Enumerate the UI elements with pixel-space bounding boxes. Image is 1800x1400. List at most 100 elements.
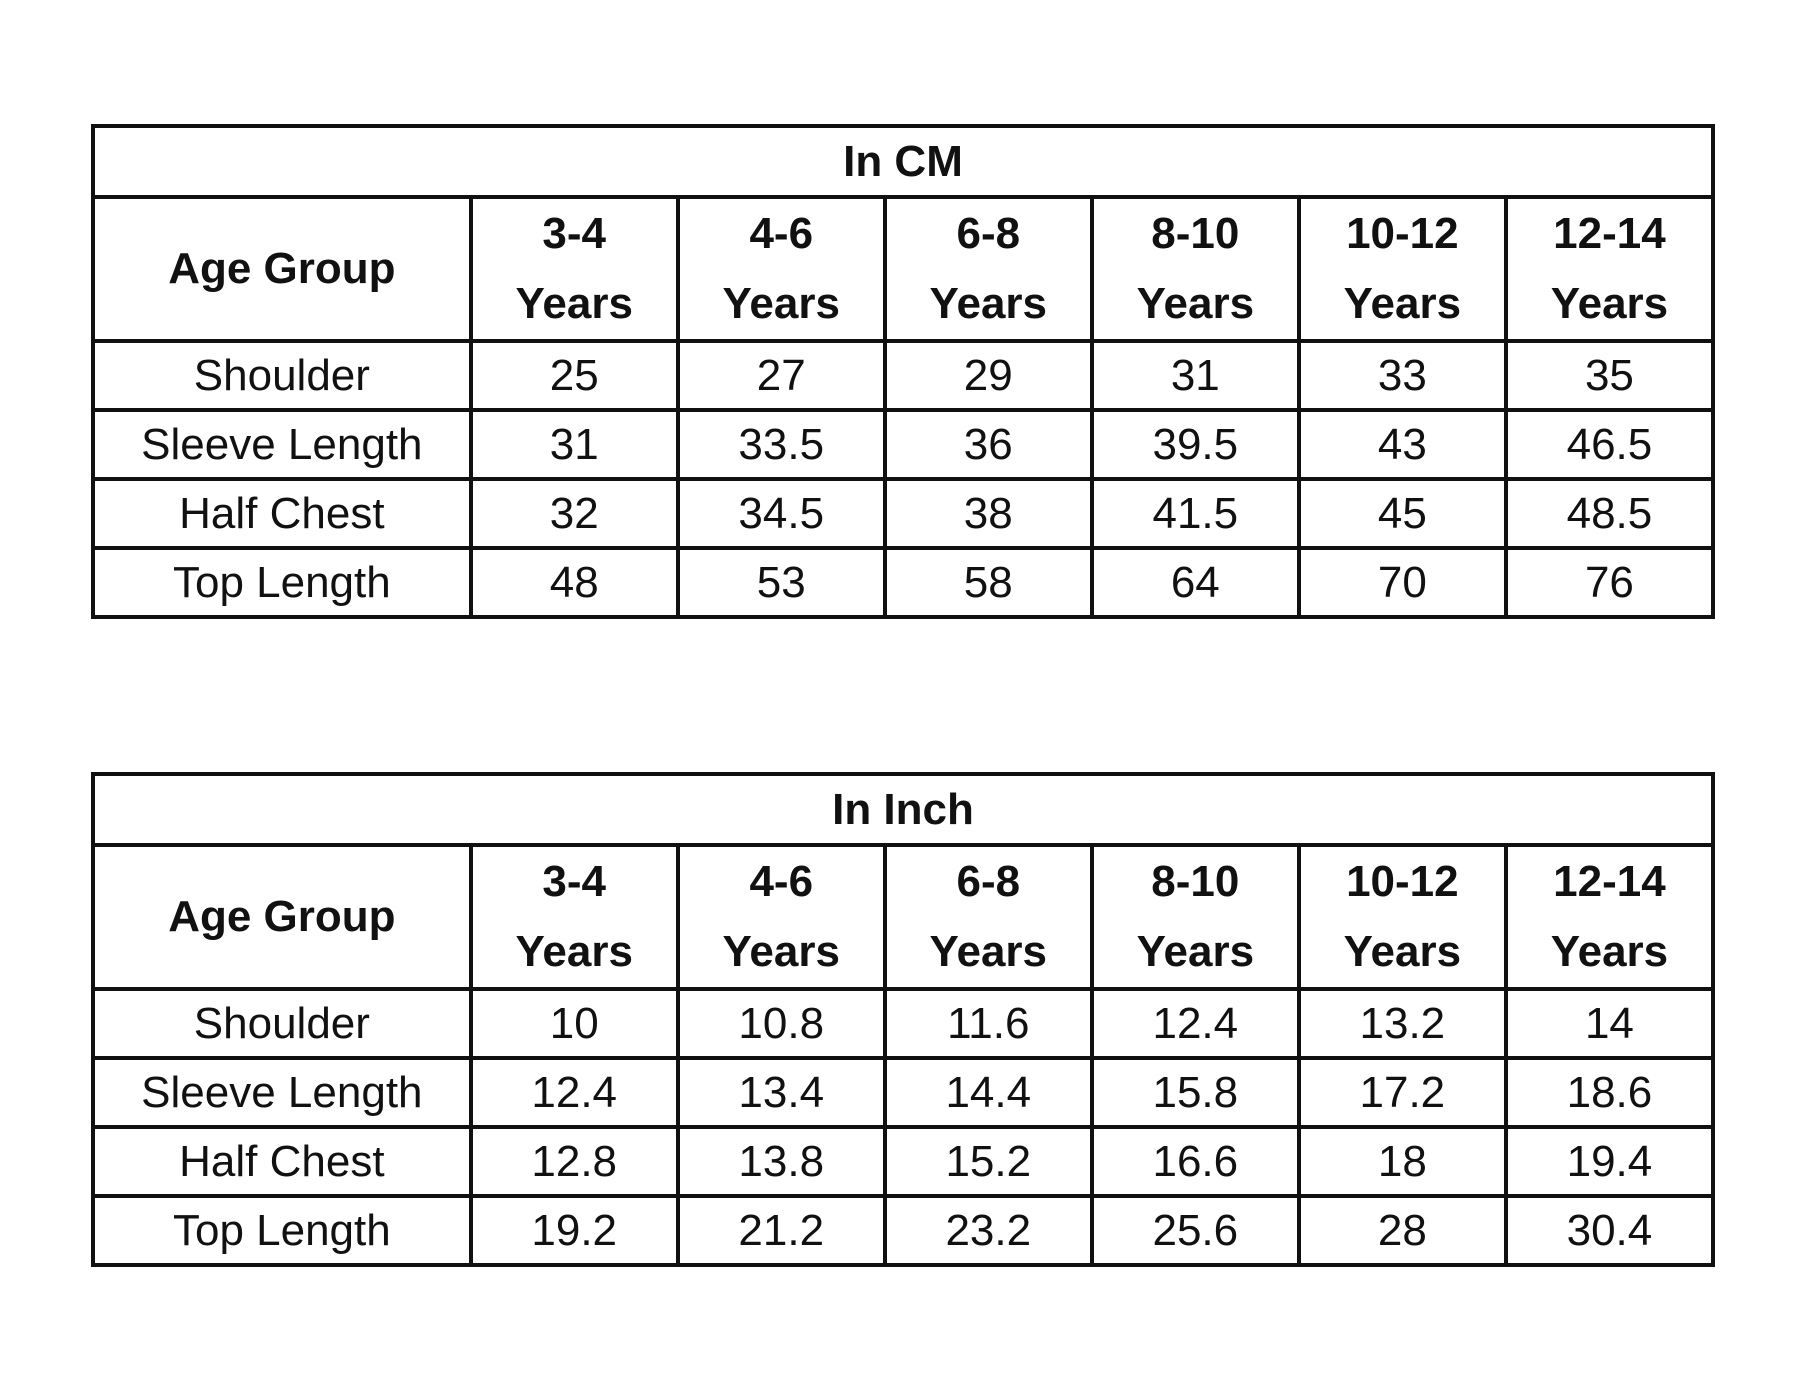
value-cell: 21.2 xyxy=(675,1194,887,1267)
value-cell: 19.4 xyxy=(1503,1125,1716,1198)
age-unit: Years xyxy=(722,279,840,328)
age-unit: Years xyxy=(1343,279,1462,328)
age-range: 4-6 xyxy=(749,857,814,906)
table-row: Half Chest 32 34.5 38 41.5 45 48.5 xyxy=(91,477,1716,550)
row-label: Shoulder xyxy=(91,987,473,1060)
table-row: Sleeve Length 12.4 13.4 14.4 15.8 17.2 1… xyxy=(91,1056,1716,1129)
value-cell: 34.5 xyxy=(675,477,887,550)
age-range: 12-14 xyxy=(1553,857,1666,906)
value-cell: 10.8 xyxy=(675,987,887,1060)
value-cell: 28 xyxy=(1296,1194,1508,1267)
value-cell: 39.5 xyxy=(1089,408,1301,481)
age-range: 6-8 xyxy=(956,857,1021,906)
value-cell: 45 xyxy=(1296,477,1508,550)
value-cell: 64 xyxy=(1089,546,1301,619)
value-cell: 15.2 xyxy=(882,1125,1094,1198)
value-cell: 12.4 xyxy=(468,1056,680,1129)
table-row: Top Length 48 53 58 64 70 76 xyxy=(91,546,1716,619)
value-cell: 29 xyxy=(882,339,1094,412)
size-table-cm: In CM Age Group 3-4 Years 4-6 Years 6-8 Yea… xyxy=(91,124,1716,619)
row-label: Half Chest xyxy=(91,477,473,550)
age-column-header: 3-4 Years xyxy=(468,195,680,343)
value-cell: 31 xyxy=(468,408,680,481)
value-cell: 31 xyxy=(1089,339,1301,412)
age-range: 3-4 xyxy=(542,209,607,258)
value-cell: 17.2 xyxy=(1296,1056,1508,1129)
row-label: Top Length xyxy=(91,546,473,619)
table-title: In CM xyxy=(91,124,1715,199)
value-cell: 36 xyxy=(882,408,1094,481)
age-group-header: Age Group xyxy=(91,195,473,343)
value-cell: 48.5 xyxy=(1503,477,1716,550)
row-label: Shoulder xyxy=(91,339,473,412)
age-unit: Years xyxy=(1550,279,1669,328)
value-cell: 12.4 xyxy=(1089,987,1301,1060)
value-cell: 46.5 xyxy=(1503,408,1716,481)
value-cell: 70 xyxy=(1296,546,1508,619)
value-cell: 58 xyxy=(882,546,1094,619)
value-cell: 38 xyxy=(882,477,1094,550)
table-row: Sleeve Length 31 33.5 36 39.5 43 46.5 xyxy=(91,408,1716,481)
row-label: Top Length xyxy=(91,1194,473,1267)
age-column-header: 8-10 Years xyxy=(1089,843,1301,991)
age-unit: Years xyxy=(1136,927,1255,976)
value-cell: 14.4 xyxy=(882,1056,1094,1129)
age-unit: Years xyxy=(515,927,633,976)
value-cell: 16.6 xyxy=(1089,1125,1301,1198)
value-cell: 13.2 xyxy=(1296,987,1508,1060)
value-cell: 30.4 xyxy=(1503,1194,1716,1267)
age-group-header: Age Group xyxy=(91,843,473,991)
age-column-header: 10-12 Years xyxy=(1296,195,1508,343)
table-row: Shoulder 25 27 29 31 33 35 xyxy=(91,339,1716,412)
age-unit: Years xyxy=(929,927,1048,976)
value-cell: 27 xyxy=(675,339,887,412)
value-cell: 18 xyxy=(1296,1125,1508,1198)
age-column-header: 6-8 Years xyxy=(882,195,1094,343)
value-cell: 53 xyxy=(675,546,887,619)
value-cell: 15.8 xyxy=(1089,1056,1301,1129)
value-cell: 14 xyxy=(1503,987,1716,1060)
value-cell: 13.4 xyxy=(675,1056,887,1129)
value-cell: 32 xyxy=(468,477,680,550)
value-cell: 19.2 xyxy=(468,1194,680,1267)
age-unit: Years xyxy=(1550,927,1669,976)
age-column-header: 3-4 Years xyxy=(468,843,680,991)
age-range: 10-12 xyxy=(1346,857,1459,906)
value-cell: 48 xyxy=(468,546,680,619)
value-cell: 11.6 xyxy=(882,987,1094,1060)
age-column-header: 10-12 Years xyxy=(1296,843,1508,991)
value-cell: 33.5 xyxy=(675,408,887,481)
age-unit: Years xyxy=(1136,279,1255,328)
age-unit: Years xyxy=(722,927,840,976)
age-column-header: 8-10 Years xyxy=(1089,195,1301,343)
age-column-header: 4-6 Years xyxy=(675,195,887,343)
age-column-header: 12-14 Years xyxy=(1503,195,1716,343)
table-row: Half Chest 12.8 13.8 15.2 16.6 18 19.4 xyxy=(91,1125,1716,1198)
value-cell: 33 xyxy=(1296,339,1508,412)
age-column-header: 12-14 Years xyxy=(1503,843,1716,991)
row-label: Sleeve Length xyxy=(91,408,473,481)
value-cell: 41.5 xyxy=(1089,477,1301,550)
value-cell: 43 xyxy=(1296,408,1508,481)
value-cell: 10 xyxy=(468,987,680,1060)
value-cell: 35 xyxy=(1503,339,1716,412)
age-column-header: 4-6 Years xyxy=(675,843,887,991)
value-cell: 23.2 xyxy=(882,1194,1094,1267)
value-cell: 12.8 xyxy=(468,1125,680,1198)
age-range: 6-8 xyxy=(956,209,1021,258)
value-cell: 76 xyxy=(1503,546,1716,619)
table-row: Top Length 19.2 21.2 23.2 25.6 28 30.4 xyxy=(91,1194,1716,1267)
header-row: Age Group 3-4 Years 4-6 Years 6-8 Years 8-1… xyxy=(91,195,1716,343)
size-table-inch: In Inch Age Group 3-4 Years 4-6 Years 6-8 Y… xyxy=(91,772,1716,1267)
table-row: Shoulder 10 10.8 11.6 12.4 13.2 14 xyxy=(91,987,1716,1060)
value-cell: 25.6 xyxy=(1089,1194,1301,1267)
age-range: 12-14 xyxy=(1553,209,1666,258)
value-cell: 25 xyxy=(468,339,680,412)
age-column-header: 6-8 Years xyxy=(882,843,1094,991)
age-range: 8-10 xyxy=(1151,209,1240,258)
age-unit: Years xyxy=(1343,927,1462,976)
value-cell: 13.8 xyxy=(675,1125,887,1198)
age-unit: Years xyxy=(929,279,1048,328)
row-label: Sleeve Length xyxy=(91,1056,473,1129)
table-title: In Inch xyxy=(91,772,1715,847)
